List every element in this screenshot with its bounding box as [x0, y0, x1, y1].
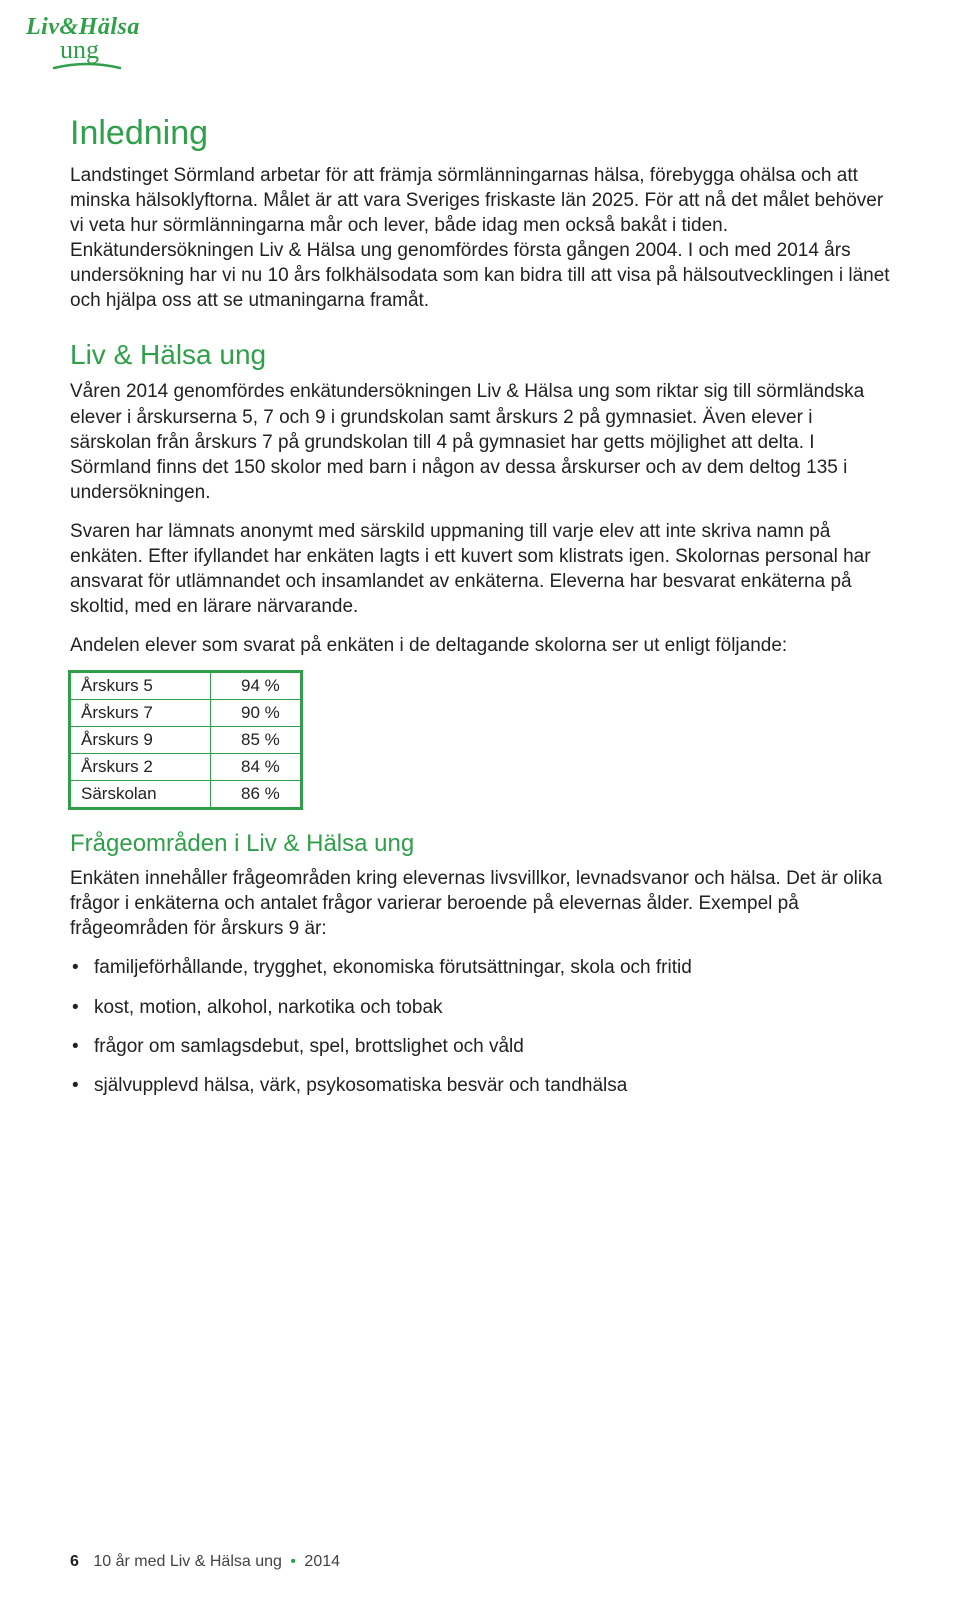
table-cell-label: Årskurs 2: [71, 754, 211, 781]
paragraph-table-intro: Andelen elever som svarat på enkäten i d…: [70, 633, 890, 658]
table-cell-label: Årskurs 5: [71, 673, 211, 700]
table-cell-value: 84 %: [211, 754, 301, 781]
table-cell-value: 85 %: [211, 727, 301, 754]
table-cell-value: 90 %: [211, 700, 301, 727]
table-body: Årskurs 5 94 % Årskurs 7 90 % Årskurs 9 …: [71, 673, 301, 808]
brand-logo: Liv&Hälsa ung: [26, 14, 140, 65]
paragraph-intro: Landstinget Sörmland arbetar för att frä…: [70, 163, 890, 313]
list-item: kost, motion, alkohol, narkotika och tob…: [70, 995, 890, 1020]
logo-line2: ung: [60, 35, 140, 65]
logo-underline-icon: [52, 62, 122, 72]
response-rate-table: Årskurs 5 94 % Årskurs 7 90 % Årskurs 9 …: [70, 672, 301, 808]
table-row: Årskurs 7 90 %: [71, 700, 301, 727]
page-footer: 6 10 år med Liv & Hälsa ung • 2014: [70, 1553, 340, 1571]
list-item: familjeförhållande, trygghet, ekonomiska…: [70, 955, 890, 980]
content-area: Inledning Landstinget Sörmland arbetar f…: [70, 114, 890, 1098]
heading-liv-halsa-ung: Liv & Hälsa ung: [70, 339, 890, 371]
bullet-list: familjeförhållande, trygghet, ekonomiska…: [70, 955, 890, 1097]
paragraph-anonymity: Svaren har lämnats anonymt med särskild …: [70, 519, 890, 619]
page-number: 6: [70, 1553, 79, 1570]
table-row: Årskurs 2 84 %: [71, 754, 301, 781]
table-cell-label: Årskurs 9: [71, 727, 211, 754]
table-row: Årskurs 9 85 %: [71, 727, 301, 754]
table-row: Särskolan 86 %: [71, 781, 301, 808]
paragraph-survey-scope: Våren 2014 genomfördes enkätundersökning…: [70, 379, 890, 504]
paragraph-question-areas: Enkäten innehåller frågeområden kring el…: [70, 866, 890, 941]
table-cell-label: Årskurs 7: [71, 700, 211, 727]
list-item: självupplevd hälsa, värk, psykosomatiska…: [70, 1073, 890, 1098]
table-cell-value: 94 %: [211, 673, 301, 700]
heading-inledning: Inledning: [70, 114, 890, 153]
list-item: frågor om samlagsdebut, spel, brottsligh…: [70, 1034, 890, 1059]
footer-year: 2014: [304, 1553, 340, 1570]
footer-separator-icon: •: [286, 1553, 300, 1570]
table-cell-label: Särskolan: [71, 781, 211, 808]
footer-title: 10 år med Liv & Hälsa ung: [93, 1553, 282, 1570]
logo-word-liv: Liv: [26, 14, 59, 40]
heading-frageomraden: Frågeområden i Liv & Hälsa ung: [70, 830, 890, 858]
table-cell-value: 86 %: [211, 781, 301, 808]
table-row: Årskurs 5 94 %: [71, 673, 301, 700]
page: Liv&Hälsa ung Inledning Landstinget Sörm…: [0, 0, 960, 1601]
